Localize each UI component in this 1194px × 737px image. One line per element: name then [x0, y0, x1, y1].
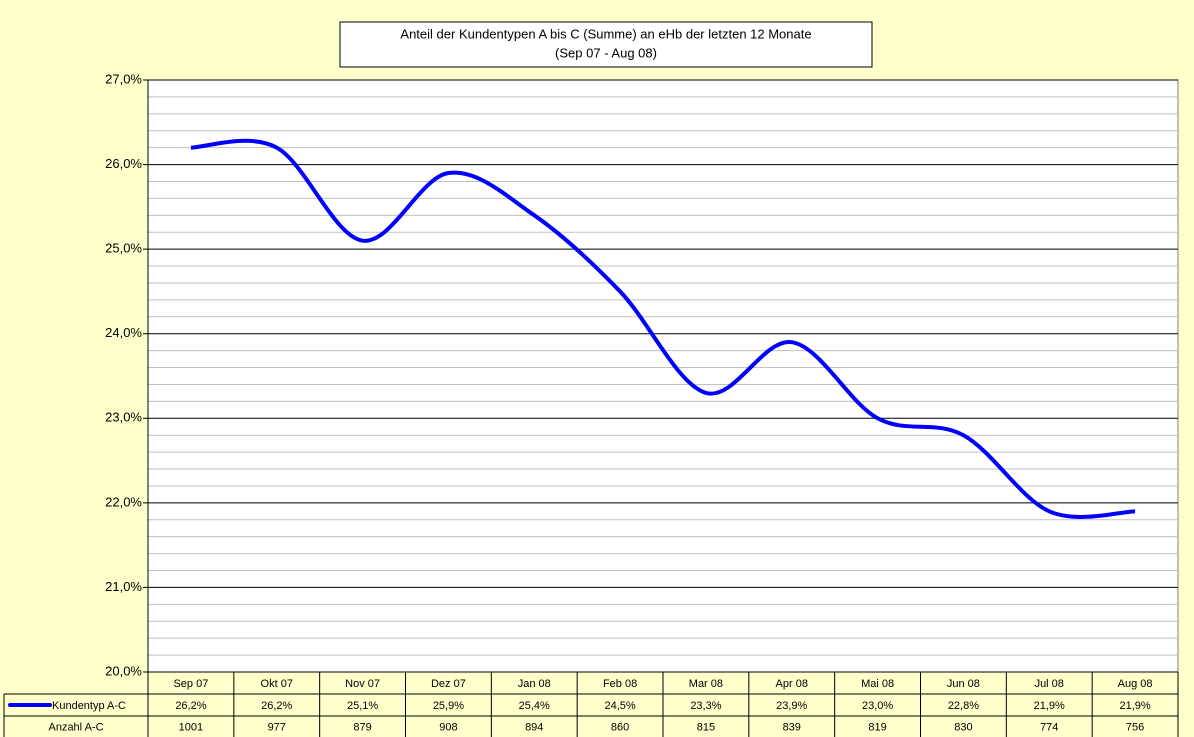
- series-line: [190, 138, 1136, 519]
- x-tick-label: Feb 08: [603, 678, 637, 690]
- chart-title: Anteil der Kundentypen A bis C (Summe) a…: [400, 26, 811, 41]
- x-tick-label: Aug 08: [1118, 678, 1153, 690]
- title-box: [339, 21, 873, 68]
- y-tick-label: 26,0%: [105, 156, 142, 171]
- value-cell: 23,9%: [776, 700, 807, 712]
- x-tick-label: Mai 08: [861, 678, 894, 690]
- y-tick-label: 27,0%: [105, 71, 142, 86]
- y-tick-label: 20,0%: [105, 663, 142, 678]
- value-cell: 25,1%: [347, 700, 378, 712]
- x-tick-label: Sep 07: [173, 678, 208, 690]
- count-cell: 908: [439, 721, 457, 733]
- x-tick-label: Nov 07: [345, 678, 380, 690]
- value-cell: 23,3%: [690, 700, 721, 712]
- count-cell: 815: [697, 721, 715, 733]
- y-tick-label: 22,0%: [105, 494, 142, 509]
- count-cell: 830: [954, 721, 972, 733]
- x-tick-label: Dez 07: [431, 678, 466, 690]
- y-tick-label: 23,0%: [105, 410, 142, 425]
- value-cell: 21,9%: [1119, 700, 1150, 712]
- value-cell: 22,8%: [948, 700, 979, 712]
- row-label: Anzahl A-C: [48, 721, 103, 733]
- value-cell: 26,2%: [261, 700, 292, 712]
- x-tick-label: Jan 08: [518, 678, 551, 690]
- count-cell: 756: [1126, 721, 1144, 733]
- value-cell: 26,2%: [175, 700, 206, 712]
- x-tick-label: Jun 08: [947, 678, 980, 690]
- count-cell: 839: [783, 721, 801, 733]
- value-cell: 25,9%: [433, 700, 464, 712]
- count-cell: 1001: [179, 721, 203, 733]
- value-cell: 25,4%: [519, 700, 550, 712]
- count-cell: 774: [1040, 721, 1058, 733]
- plot-area: [147, 79, 1179, 673]
- value-cell: 21,9%: [1034, 700, 1065, 712]
- value-cell: 23,0%: [862, 700, 893, 712]
- value-cell: 24,5%: [604, 700, 635, 712]
- count-cell: 819: [868, 721, 886, 733]
- x-tick-label: Mar 08: [689, 678, 723, 690]
- y-tick-label: 21,0%: [105, 579, 142, 594]
- x-tick-label: Okt 07: [261, 678, 293, 690]
- count-cell: 879: [353, 721, 371, 733]
- x-tick-label: Jul 08: [1035, 678, 1064, 690]
- count-cell: 977: [268, 721, 286, 733]
- x-tick-label: Apr 08: [776, 678, 808, 690]
- y-tick-label: 25,0%: [105, 241, 142, 256]
- count-cell: 860: [611, 721, 629, 733]
- chart-subtitle: (Sep 07 - Aug 08): [555, 45, 657, 60]
- count-cell: 894: [525, 721, 543, 733]
- y-tick-label: 24,0%: [105, 325, 142, 340]
- legend-label: Kundentyp A-C: [52, 700, 126, 712]
